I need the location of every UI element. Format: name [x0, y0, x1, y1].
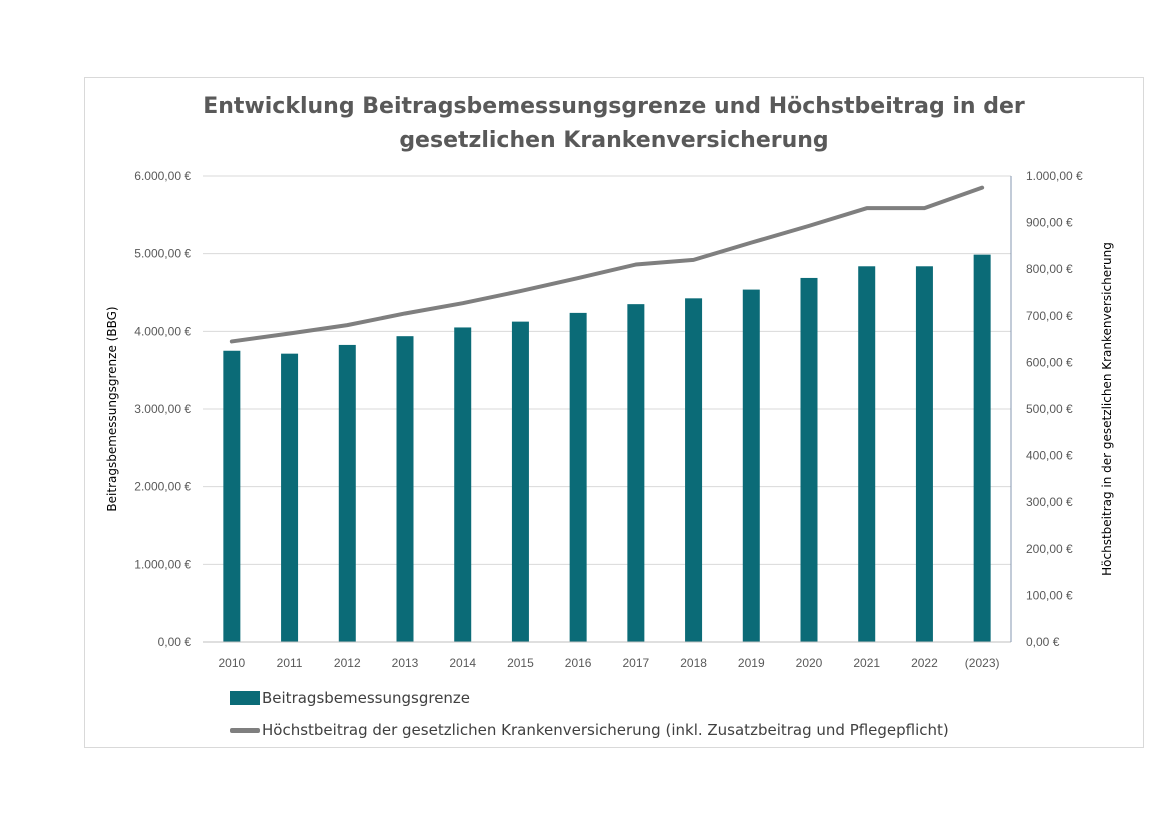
x-tick-label: 2012: [334, 656, 361, 670]
x-tick-label: 2019: [738, 656, 765, 670]
bar: [685, 298, 703, 642]
gridlines: [203, 175, 1011, 565]
x-tick-label: 2017: [623, 656, 650, 670]
bar-series: [223, 254, 991, 642]
chart-title-line-2: gesetzlichen Krankenversicherung: [399, 128, 829, 153]
y-right-tick-label: 400,00 €: [1026, 449, 1073, 463]
bar: [511, 321, 529, 642]
bar: [800, 277, 818, 642]
legend-swatch-bar: [230, 691, 260, 705]
x-tick-label: 2016: [565, 656, 592, 670]
bar: [973, 254, 991, 642]
legend: Beitragsbemessungsgrenze Höchstbeitrag d…: [230, 682, 949, 746]
y-axis-left-title: Beitragsbemessungsgrenze (BBG): [105, 306, 119, 511]
legend-label-hoechstbeitrag: Höchstbeitrag der gesetzlichen Krankenve…: [262, 721, 949, 739]
chart-title: Entwicklung Beitragsbemessungsgrenze und…: [84, 90, 1144, 158]
y-right-tick-label: 900,00 €: [1026, 216, 1073, 230]
x-tick-label: 2015: [507, 656, 534, 670]
x-tick-label: 2021: [853, 656, 880, 670]
y-right-tick-label: 500,00 €: [1026, 402, 1073, 416]
line-series: [229, 185, 985, 344]
x-tick-label: 2018: [680, 656, 707, 670]
y-right-tick-label: 1.000,00 €: [1026, 169, 1083, 183]
bar: [742, 289, 760, 642]
legend-item-bbg: Beitragsbemessungsgrenze: [230, 682, 949, 714]
y-left-tick-label: 4.000,00 €: [134, 324, 191, 338]
y-left-tick-label: 5.000,00 €: [134, 247, 191, 261]
x-tick-label: 2022: [911, 656, 938, 670]
x-tick-label: 2011: [277, 656, 303, 670]
bar: [915, 266, 933, 642]
bar: [627, 304, 645, 642]
y-left-tick-label: 6.000,00 €: [134, 169, 191, 183]
bar: [281, 353, 299, 642]
y-right-tick-label: 100,00 €: [1026, 588, 1073, 602]
x-tick-label: 2020: [796, 656, 823, 670]
chart-title-line-1: Entwicklung Beitragsbemessungsgrenze und…: [203, 94, 1025, 119]
y-left-tick-label: 2.000,00 €: [134, 480, 191, 494]
y-left-tick-label: 3.000,00 €: [134, 402, 191, 416]
series-line-hoechstbeitrag: [229, 185, 985, 344]
bar: [454, 327, 472, 642]
y-axis-right-title: Höchstbeitrag in der gesetzlichen Kranke…: [1100, 242, 1114, 576]
bar: [396, 336, 414, 642]
chart-frame: [84, 77, 1144, 748]
x-tick-label: 2010: [219, 656, 246, 670]
y-right-tick-labels: 0,00 € 100,00 € 200,00 € 300,00 € 400,00 € 50…: [1026, 169, 1083, 649]
legend-item-hoechstbeitrag: Höchstbeitrag der gesetzlichen Krankenve…: [230, 714, 949, 746]
bar: [338, 344, 356, 642]
y-right-tick-label: 800,00 €: [1026, 262, 1073, 276]
x-tick-label: 2013: [392, 656, 419, 670]
x-tick-label: (2023): [965, 656, 1000, 670]
x-tick-label: 2014: [449, 656, 476, 670]
y-left-tick-label: 1.000,00 €: [134, 557, 191, 571]
y-right-tick-label: 600,00 €: [1026, 355, 1073, 369]
y-left-tick-label: 0,00 €: [158, 635, 192, 649]
legend-label-bbg: Beitragsbemessungsgrenze: [262, 689, 471, 707]
y-right-tick-label: 200,00 €: [1026, 542, 1073, 556]
bar: [858, 266, 876, 642]
axes: [203, 176, 1012, 643]
y-right-tick-label: 0,00 €: [1026, 635, 1060, 649]
y-right-tick-label: 700,00 €: [1026, 309, 1073, 323]
x-tick-labels: 2010 2011 2012 2013 2014 2015 2016 2017 2018 2019…: [219, 656, 1000, 670]
y-left-tick-labels: 0,00 € 1.000,00 € 2.000,00 € 3.000,00 € 4.00…: [134, 169, 191, 649]
bar: [569, 312, 587, 642]
legend-swatch-line: [230, 727, 260, 733]
bar: [223, 350, 241, 642]
y-right-tick-label: 300,00 €: [1026, 495, 1073, 509]
